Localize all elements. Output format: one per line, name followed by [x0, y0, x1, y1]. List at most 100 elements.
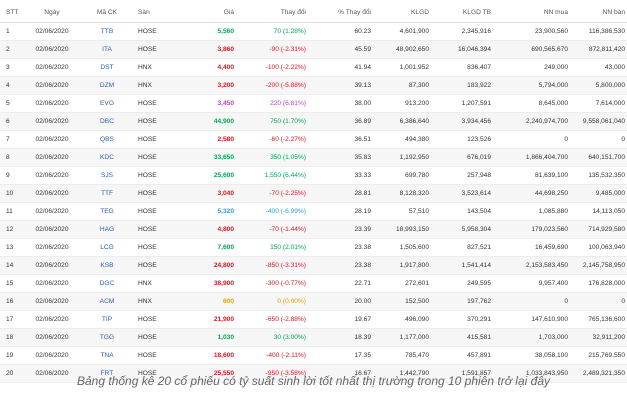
row-change: -70 (-1.44%): [269, 226, 306, 233]
row-change: 350 (1.05%): [270, 154, 306, 161]
stock-code-link[interactable]: FRT: [100, 370, 114, 377]
row-price: 24,800: [213, 262, 234, 269]
stock-code-link[interactable]: KDC: [100, 154, 114, 161]
table-row[interactable]: 6 02/06/2020 DBC HOSE 44,900 750 (1.70%) 36.89…: [0, 113, 627, 131]
row-avg-volume: 415,581: [467, 334, 491, 341]
stock-code-link[interactable]: TTF: [100, 190, 114, 197]
table-row[interactable]: 2 02/06/2020 ITA HOSE 3,860 -90 (-2.31%) 45.59…: [0, 41, 627, 59]
stock-code-link[interactable]: ACM: [99, 298, 115, 305]
row-price: 33,650: [213, 154, 234, 161]
stock-code-link[interactable]: DZM: [99, 82, 115, 89]
row-date: 02/06/2020: [35, 100, 69, 107]
row-price: 1,030: [217, 334, 234, 341]
row-foreign-buy: 44,698,250: [534, 190, 568, 197]
row-foreign-buy: 2,240,974,700: [525, 118, 568, 125]
row-volume: 4,601,900: [399, 28, 429, 35]
table-row[interactable]: 14 02/06/2020 KSB HOSE 24,800 -850 (-3.31%) 23…: [0, 257, 627, 275]
table-row[interactable]: 9 02/06/2020 SJS HOSE 25,600 1,550 (6.44%) 33.…: [0, 167, 627, 185]
header-code[interactable]: Mã CK: [96, 9, 118, 16]
row-price: 18,600: [213, 352, 234, 359]
row-pct-change: 60.23: [354, 28, 371, 35]
stock-code-link[interactable]: TIP: [101, 316, 113, 323]
row-exchange: HOSE: [138, 28, 157, 35]
header-change[interactable]: Thay đổi: [280, 9, 306, 16]
stock-code-link[interactable]: DST: [100, 64, 114, 71]
row-exchange: HOSE: [138, 316, 157, 323]
header-foreign-buy[interactable]: NN mua: [543, 9, 568, 16]
row-foreign-buy: 1,085,880: [538, 208, 568, 215]
row-change: -300 (-0.77%): [265, 280, 306, 287]
stock-code-link[interactable]: TGG: [99, 334, 115, 341]
header-date[interactable]: Ngày: [44, 9, 60, 16]
row-pct-change: 33.33: [354, 172, 371, 179]
table-row[interactable]: 15 02/06/2020 DGC HNX 38,900 -300 (-0.77%) 22.…: [0, 275, 627, 293]
stock-code-link[interactable]: TNA: [100, 352, 114, 359]
row-avg-volume: 3,523,614: [461, 190, 491, 197]
table-row[interactable]: 11 02/06/2020 TEG HOSE 5,320 -400 (-6.99%) 28.…: [0, 203, 627, 221]
row-avg-volume: 1,541,414: [461, 262, 491, 269]
row-avg-volume: 143,504: [467, 208, 491, 215]
header-volume[interactable]: KLGD: [411, 9, 429, 16]
row-volume: 1,001,952: [399, 64, 429, 71]
header-avg-volume[interactable]: KLGD TB: [462, 9, 491, 16]
stock-code-link[interactable]: TEG: [100, 208, 114, 215]
header-price[interactable]: Giá: [223, 9, 234, 16]
row-exchange: HOSE: [138, 46, 157, 53]
table-row[interactable]: 17 02/06/2020 TIP HOSE 21,900 -650 (-2.88%) 19…: [0, 311, 627, 329]
row-foreign-sell: 7,614,000: [595, 100, 625, 107]
row-exchange: HOSE: [138, 334, 157, 341]
stock-code-link[interactable]: LCG: [100, 244, 114, 251]
stock-code-link[interactable]: HAG: [99, 226, 115, 233]
row-price: 7,600: [217, 244, 234, 251]
table-row[interactable]: 4 02/06/2020 DZM HNX 3,200 -200 (-5.88%) 39.13…: [0, 77, 627, 95]
header-exchange[interactable]: Sàn: [138, 9, 150, 16]
table-row[interactable]: 5 02/06/2020 EVG HOSE 3,450 220 (6.81%) 38.00 9…: [0, 95, 627, 113]
row-stt: 4: [6, 82, 10, 89]
table-row[interactable]: 20 02/06/2020 FRT HOSE 25,550 -950 (-3.58%) 16…: [0, 365, 627, 383]
table-row[interactable]: 13 02/06/2020 LCG HOSE 7,600 150 (2.01%) 23.38…: [0, 239, 627, 257]
row-price: 4,400: [217, 64, 234, 71]
stock-code-link[interactable]: DGC: [99, 280, 115, 287]
row-exchange: HNX: [138, 280, 152, 287]
row-exchange: HOSE: [138, 370, 157, 377]
header-stt[interactable]: STT: [6, 9, 19, 16]
row-volume: 1,442,790: [399, 370, 429, 377]
stock-code-link[interactable]: TTB: [100, 28, 114, 35]
table-row[interactable]: 8 02/06/2020 KDC HOSE 33,650 350 (1.05%) 35.83…: [0, 149, 627, 167]
row-stt: 8: [6, 154, 10, 161]
row-avg-volume: 249,595: [467, 280, 491, 287]
table-row[interactable]: 7 02/06/2020 QBS HOSE 2,580 -60 (-2.27%) 36.51…: [0, 131, 627, 149]
row-stt: 12: [6, 226, 14, 233]
row-pct-change: 22.71: [354, 280, 371, 287]
table-row[interactable]: 18 02/06/2020 TGG HOSE 1,030 30 (3.00%) 18.39 1…: [0, 329, 627, 347]
table-row[interactable]: 1 02/06/2020 TTB HOSE 5,560 70 (1.28%) 60.23 4,…: [0, 23, 627, 41]
stock-code-link[interactable]: QBS: [100, 136, 114, 143]
row-change: -90 (-2.31%): [269, 46, 306, 53]
stock-code-link[interactable]: EVG: [100, 100, 114, 107]
row-change: -100 (-2.22%): [265, 64, 306, 71]
stock-code-link[interactable]: ITA: [102, 46, 112, 53]
row-foreign-sell: 176,828,000: [588, 280, 625, 287]
table-row[interactable]: 10 02/06/2020 TTF HOSE 3,040 -70 (-2.25%) 28.8…: [0, 185, 627, 203]
row-pct-change: 23.38: [354, 244, 371, 251]
table-row[interactable]: 16 02/06/2020 ACM HNX 600 0 (0.00%) 20.00 152,5…: [0, 293, 627, 311]
table-row[interactable]: 12 02/06/2020 HAG HOSE 4,800 -70 (-1.44%) 23.3…: [0, 221, 627, 239]
row-stt: 5: [6, 100, 10, 107]
row-foreign-sell: 215,769,550: [588, 352, 625, 359]
row-pct-change: 23.38: [354, 262, 371, 269]
row-foreign-sell: 135,532,350: [588, 172, 625, 179]
row-date: 02/06/2020: [35, 208, 69, 215]
stock-code-link[interactable]: DBC: [100, 118, 114, 125]
row-stt: 11: [6, 208, 13, 215]
header-foreign-sell[interactable]: NN bán: [602, 9, 625, 16]
stock-code-link[interactable]: KSB: [100, 262, 114, 269]
row-date: 02/06/2020: [35, 172, 69, 179]
row-stt: 19: [6, 352, 14, 359]
row-exchange: HOSE: [138, 208, 157, 215]
table-row[interactable]: 3 02/06/2020 DST HNX 4,400 -100 (-2.22%) 41.94…: [0, 59, 627, 77]
row-change: -650 (-2.88%): [265, 316, 306, 323]
row-volume: 699,780: [405, 172, 429, 179]
stock-code-link[interactable]: SJS: [100, 172, 114, 179]
table-row[interactable]: 19 02/06/2020 TNA HOSE 18,600 -400 (-2.11%) 17…: [0, 347, 627, 365]
header-pct-change[interactable]: % Thay đổi: [338, 9, 371, 16]
